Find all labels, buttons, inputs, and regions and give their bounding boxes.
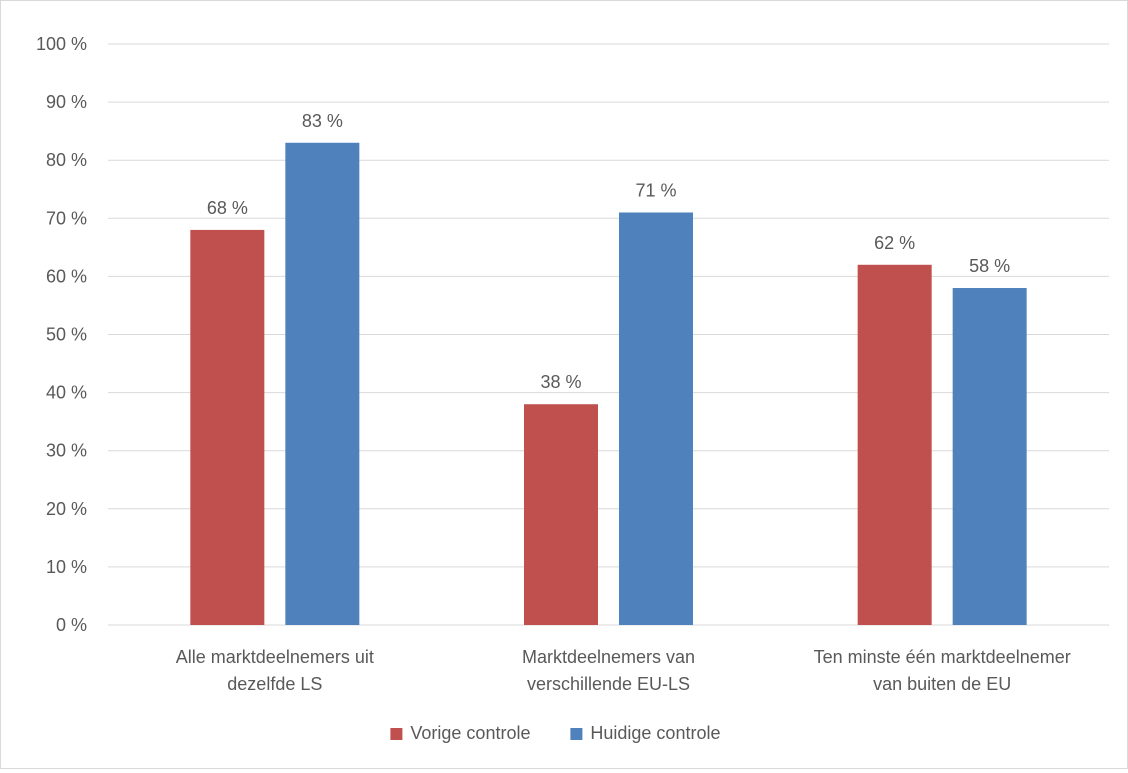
data-label: 62 % xyxy=(874,233,915,253)
y-axis-tick-labels: 0 % 10 % 20 % 30 % 40 % 50 % 60 % 70 % 80 % 90 % 1… xyxy=(36,34,87,635)
bar-vorige-controle xyxy=(190,229,265,626)
data-label: 68 % xyxy=(207,198,248,218)
legend-label: Huidige controle xyxy=(590,723,720,743)
category-label: dezelfde LS xyxy=(227,674,322,694)
y-tick-label: 0 % xyxy=(56,615,87,635)
legend-label: Vorige controle xyxy=(410,723,530,743)
category-label: Ten minste één marktdeelnemer xyxy=(814,647,1071,667)
legend-swatch xyxy=(570,728,583,740)
category-label: Alle marktdeelnemers uit xyxy=(176,647,374,667)
y-tick-label: 100 % xyxy=(36,34,87,54)
legend-swatch xyxy=(390,728,403,740)
y-tick-label: 40 % xyxy=(46,383,87,403)
bar-huidige-controle xyxy=(952,288,1027,625)
y-tick-label: 90 % xyxy=(46,92,87,112)
category-labels: Alle marktdeelnemers uit dezelfde LS Markt… xyxy=(176,647,1071,694)
y-tick-label: 30 % xyxy=(46,441,87,461)
data-label: 38 % xyxy=(540,372,581,392)
gridlines xyxy=(108,43,1109,626)
bars xyxy=(190,142,1027,626)
bar-vorige-controle xyxy=(524,404,598,625)
category-label: van buiten de EU xyxy=(873,674,1011,694)
y-tick-label: 10 % xyxy=(46,557,87,577)
y-tick-label: 70 % xyxy=(46,208,87,228)
y-tick-label: 60 % xyxy=(46,266,87,286)
data-label: 58 % xyxy=(969,256,1010,276)
bar-huidige-controle xyxy=(619,212,693,626)
legend: Vorige controle Huidige controle xyxy=(390,723,720,743)
bar-huidige-controle xyxy=(285,142,360,625)
bar-vorige-controle xyxy=(857,264,932,625)
category-label: Marktdeelnemers van xyxy=(522,647,695,667)
data-labels: 68 % 83 % 38 % 71 % 62 % 58 % xyxy=(207,111,1010,392)
category-label: verschillende EU-LS xyxy=(527,674,690,694)
data-label: 83 % xyxy=(302,111,343,131)
y-tick-label: 80 % xyxy=(46,150,87,170)
data-label: 71 % xyxy=(635,180,676,200)
y-tick-label: 50 % xyxy=(46,325,87,345)
y-tick-label: 20 % xyxy=(46,499,87,519)
